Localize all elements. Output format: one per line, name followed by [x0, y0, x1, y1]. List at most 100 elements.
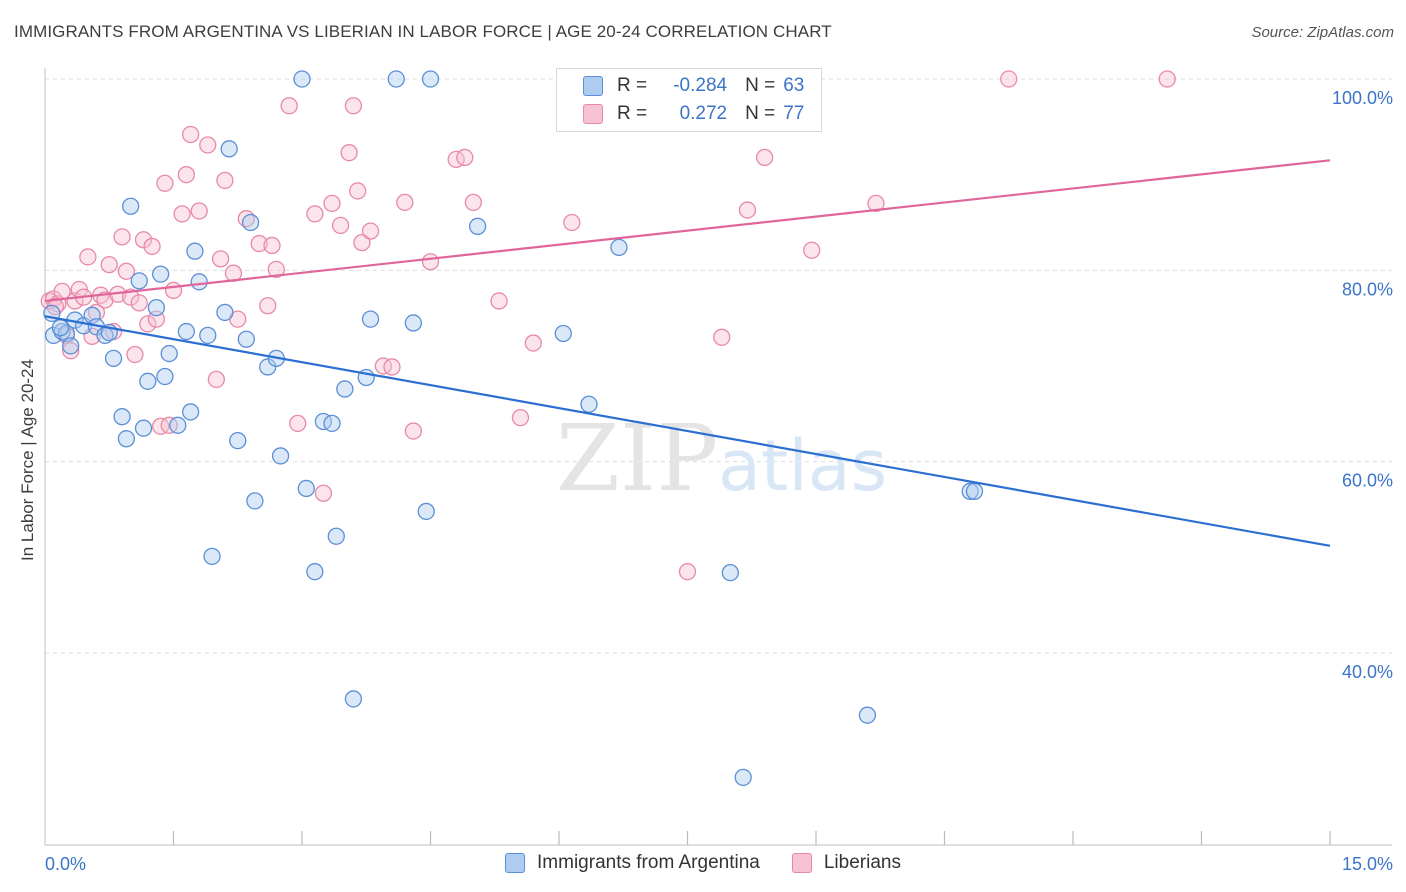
argentina-point — [203, 547, 221, 566]
y-tick-label: 80.0% — [1342, 279, 1393, 299]
liberians-point — [1158, 70, 1176, 88]
argentina-point — [404, 314, 423, 332]
liberians-point — [130, 294, 148, 312]
liberians-point — [404, 422, 423, 440]
argentina-point — [293, 70, 311, 88]
liberians-point — [314, 484, 333, 502]
liberians-point — [323, 194, 341, 213]
trend-lines — [44, 159, 1331, 547]
y-tick-label: 60.0% — [1342, 471, 1393, 491]
tick-labels: 40.0% 60.0% 80.0% 100.0% 0.0% 15.0% — [45, 88, 1393, 874]
liberians-point — [250, 234, 268, 253]
legend-r-value: 0.272 — [679, 103, 728, 124]
argentina-point — [858, 706, 877, 724]
legend-item-argentina[interactable]: Immigrants from Argentina — [505, 852, 760, 874]
liberians-point — [524, 334, 542, 352]
legend-label-liberians: Liberians — [823, 852, 901, 873]
liberians-point — [263, 236, 281, 255]
legend-row-liberians: R = 0.272 N = 77 — [557, 100, 804, 128]
legend-n-label: N = — [745, 103, 776, 124]
liberians-point — [421, 253, 440, 271]
argentina-point — [181, 403, 200, 421]
argentina-point — [721, 563, 739, 582]
argentina-trend-line — [44, 315, 1331, 547]
argentina-point — [965, 482, 984, 500]
argentina-point — [344, 690, 363, 708]
liberians-point — [134, 231, 153, 249]
liberians-point — [122, 288, 140, 306]
legend-r-value: -0.284 — [673, 75, 728, 96]
liberians-point — [289, 414, 307, 433]
liberians-point — [361, 222, 380, 240]
liberians-points — [40, 70, 1176, 581]
liberians-point — [713, 328, 731, 346]
argentina-point — [323, 414, 341, 433]
argentina-point — [468, 217, 487, 235]
liberians-point — [177, 166, 196, 184]
argentina-point — [336, 380, 354, 398]
liberians-point — [190, 202, 208, 220]
argentina-point — [190, 273, 208, 291]
argentina-point — [246, 492, 264, 510]
liberians-point — [396, 193, 414, 212]
argentina-point — [134, 419, 153, 437]
legend-row-argentina: R = -0.284 N = 63 — [557, 72, 804, 100]
chart-title: IMMIGRANTS FROM ARGENTINA VS LIBERIAN IN… — [14, 22, 832, 41]
liberians-point — [207, 370, 225, 389]
legend-swatch-pink — [583, 104, 603, 124]
x-tick-label: 0.0% — [45, 854, 86, 874]
liberians-point — [349, 182, 367, 200]
liberians-point — [331, 216, 350, 235]
liberians-point — [267, 260, 285, 279]
x-tick-label: 15.0% — [1342, 854, 1393, 874]
liberians-point — [867, 194, 885, 213]
legend-label-argentina: Immigrants from Argentina — [537, 852, 760, 873]
argentina-point — [139, 372, 157, 390]
legend-n-value: 77 — [783, 103, 805, 124]
legend-swatch-blue — [505, 853, 526, 873]
legend-n-label: N = — [745, 75, 776, 96]
argentina-point — [361, 310, 380, 328]
argentina-point — [104, 349, 123, 367]
argentina-point — [186, 242, 204, 260]
argentina-point — [156, 367, 174, 386]
liberians-point — [340, 144, 358, 162]
liberians-point — [383, 358, 401, 376]
liberians-point — [181, 125, 200, 144]
liberians-point — [62, 342, 80, 360]
argentina-point — [387, 70, 405, 88]
liberians-point — [755, 148, 774, 167]
correlation-legend: R = -0.284 N = 63 R = 0.272 N = 77 — [556, 68, 822, 132]
legend-r-label: R = — [617, 103, 648, 124]
y-tick-label: 40.0% — [1342, 662, 1393, 682]
axes — [44, 68, 1392, 846]
argentina-point — [117, 430, 136, 448]
argentina-point — [160, 344, 178, 363]
liberians-point — [678, 563, 697, 581]
gridlines — [45, 78, 1392, 654]
liberians-point — [280, 97, 298, 115]
liberians-point — [563, 213, 581, 232]
argentina-point — [327, 527, 345, 545]
argentina-point — [961, 482, 979, 500]
argentina-point — [51, 319, 70, 337]
liberians-point — [126, 345, 144, 364]
argentina-point — [610, 238, 628, 257]
liberians-point — [113, 228, 131, 246]
legend-item-liberians[interactable]: Liberians — [791, 852, 901, 874]
series-legend: Immigrants from Argentina Liberians — [0, 852, 1406, 874]
argentina-point — [113, 408, 131, 426]
liberians-point — [139, 315, 157, 333]
argentina-point — [220, 140, 238, 158]
argentina-point — [151, 265, 170, 283]
liberians-point — [156, 174, 174, 192]
argentina-point — [237, 330, 255, 348]
argentina-point — [62, 337, 80, 355]
y-tick-label: 100.0% — [1332, 88, 1393, 108]
legend-swatch-pink — [791, 853, 812, 873]
watermark-atlas: atlas — [718, 425, 887, 507]
legend-swatch-blue — [583, 76, 603, 96]
legend-r-label: R = — [617, 75, 648, 96]
argentina-point — [130, 272, 148, 290]
